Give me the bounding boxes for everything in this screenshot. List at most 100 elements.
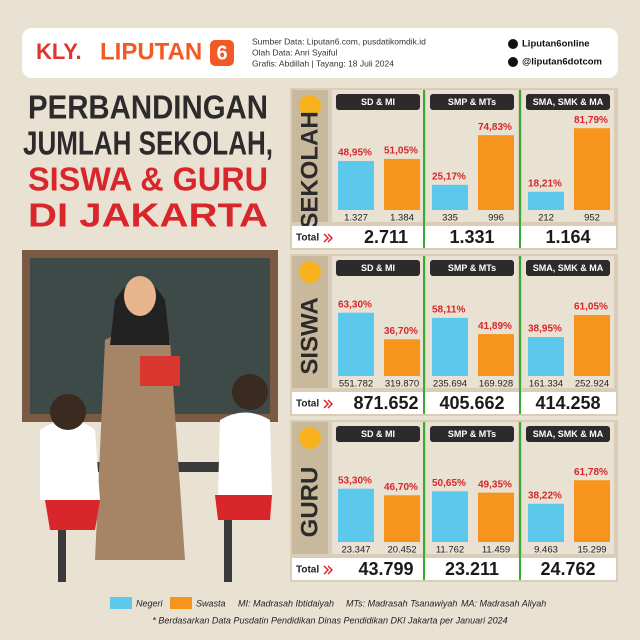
bar-label: 50,65% xyxy=(432,478,466,489)
count-label: 952 xyxy=(584,213,600,224)
panel-header xyxy=(336,426,420,442)
total-arrow xyxy=(323,399,334,409)
bar xyxy=(574,480,610,542)
bar-label: 46,70% xyxy=(384,482,418,493)
footnote: * Berdasarkan Data Pusdatin Pendidikan D… xyxy=(152,615,507,625)
source: Sumber Data: Liputan6.com, pusdatikomdik… xyxy=(252,36,426,46)
bar xyxy=(432,491,468,542)
bar-label: 48,95% xyxy=(338,148,372,159)
panel-title: SMA, SMK & MA xyxy=(533,429,604,439)
header-box xyxy=(22,28,618,78)
twitter: @liputan6dotcom xyxy=(522,57,602,68)
panel-title: SD & MI xyxy=(361,429,395,439)
bar-label: 61,78% xyxy=(574,467,608,478)
count-label: 1.327 xyxy=(344,213,368,224)
total-value: 2.711 xyxy=(364,227,408,247)
panel-header xyxy=(526,94,610,110)
bar-label: 53,30% xyxy=(338,475,372,486)
bar-label: 41,89% xyxy=(478,321,512,332)
teacher-face xyxy=(124,276,156,316)
brand-number: 6 xyxy=(216,42,227,64)
count-label: 252.924 xyxy=(575,379,609,390)
bar xyxy=(432,317,468,376)
panel-header xyxy=(336,94,420,110)
panel-title: SMA, SMK & MA xyxy=(533,263,604,273)
desk-leg xyxy=(224,472,232,582)
title-line: PERBANDINGAN xyxy=(28,89,268,126)
count-label: 235.694 xyxy=(433,379,467,390)
count-label: 11.459 xyxy=(482,545,510,556)
panel-title: SD & MI xyxy=(361,263,395,273)
section-label: SEKOLAH xyxy=(296,111,323,228)
student-skirt xyxy=(45,500,100,530)
count-label: 551.782 xyxy=(339,379,373,390)
count-label: 20.452 xyxy=(387,545,416,556)
bar xyxy=(574,128,610,210)
count-label: 15.299 xyxy=(577,545,606,556)
panel-title: SD & MI xyxy=(361,97,395,107)
total-value: 43.799 xyxy=(358,559,413,579)
total-value: 414.258 xyxy=(535,393,600,413)
bar xyxy=(574,314,610,376)
panel-title: SMP & MTs xyxy=(448,263,496,273)
bar-label: 58,11% xyxy=(432,305,465,316)
total-arrow xyxy=(323,565,334,575)
kly-logo: KLY. xyxy=(36,39,82,64)
book xyxy=(140,356,180,386)
count-label: 169.928 xyxy=(479,379,513,390)
student xyxy=(40,420,100,500)
student-shorts xyxy=(215,495,272,520)
bar-label: 36,70% xyxy=(384,326,418,337)
panel-header xyxy=(336,260,420,276)
section-icon xyxy=(299,427,321,449)
twitter-icon xyxy=(508,57,518,67)
total-label: Total xyxy=(296,399,319,410)
legend-swatch-negeri xyxy=(110,597,132,609)
bar xyxy=(384,339,420,376)
count-label: 1.384 xyxy=(390,213,414,224)
student-head xyxy=(232,374,268,410)
facebook-icon xyxy=(508,39,518,49)
bar xyxy=(432,184,468,210)
count-label: 212 xyxy=(538,213,554,224)
student-head xyxy=(50,394,86,430)
title: PERBANDINGAN JUMLAH SEKOLAH, SISWA & GUR… xyxy=(23,89,273,234)
total-label: Total xyxy=(296,233,319,244)
panel-header xyxy=(430,426,514,442)
bar xyxy=(528,503,564,542)
section-label: GURU xyxy=(296,467,323,538)
brand: LIPUTAN xyxy=(100,38,202,65)
legend-mts: MTs: Madrasah Tsanawiyah xyxy=(346,598,457,608)
count-label: 23.347 xyxy=(341,545,370,556)
panel-header xyxy=(526,260,610,276)
bar-label: 38,95% xyxy=(528,324,562,335)
graphic-credit: Grafis: Abdillah | Tayang: 18 Juli 2024 xyxy=(252,58,394,68)
legend-ma: MA: Madrasah Aliyah xyxy=(461,598,546,608)
bar xyxy=(384,158,420,210)
bar xyxy=(528,337,564,376)
title-line: SISWA & GURU xyxy=(28,161,268,198)
panel-title: SMP & MTs xyxy=(448,429,496,439)
total-value: 405.662 xyxy=(439,393,504,413)
section-icon xyxy=(299,261,321,283)
legend-swasta: Swasta xyxy=(196,598,226,608)
total-row xyxy=(292,558,616,580)
bar-label: 18,21% xyxy=(528,178,562,189)
total-row xyxy=(292,392,616,414)
facebook: Liputan6online xyxy=(522,39,590,50)
count-label: 335 xyxy=(442,213,458,224)
total-value: 871.652 xyxy=(353,393,418,413)
panel-header xyxy=(526,426,610,442)
total-value: 1.164 xyxy=(545,227,590,247)
teacher-body xyxy=(95,330,185,560)
brand-badge xyxy=(210,40,234,66)
bar xyxy=(478,492,514,542)
legend-swatch-swasta xyxy=(170,597,192,609)
panel-title: SMA, SMK & MA xyxy=(533,97,604,107)
bar-label: 38,22% xyxy=(528,490,562,501)
bar-label: 51,05% xyxy=(384,146,418,157)
bar xyxy=(338,312,374,376)
bar-label: 49,35% xyxy=(478,479,512,490)
bar-label: 81,79% xyxy=(574,115,608,126)
